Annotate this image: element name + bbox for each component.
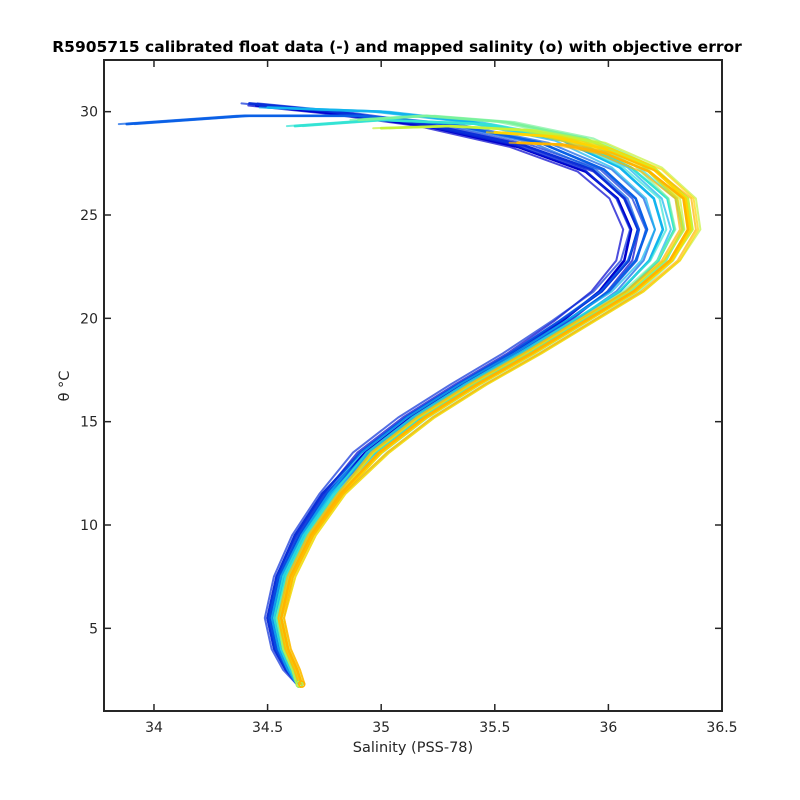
y-tick-label: 10	[80, 518, 98, 534]
series-line-8-spread-1	[277, 131, 684, 686]
x-axis-label: Salinity (PSS-78)	[353, 740, 473, 756]
series-line-9	[279, 141, 690, 686]
mapped-salinity-markers	[295, 680, 306, 688]
chart-title: R5905715 calibrated float data (-) and m…	[52, 38, 742, 56]
series-line-5-spread-1	[272, 118, 668, 686]
series-line-3-spread-1	[117, 114, 641, 686]
x-tick-label: 35	[372, 720, 390, 736]
series-line-5	[275, 118, 676, 686]
series-line-3-spread-2	[133, 114, 656, 686]
x-tick-label: 35.5	[479, 720, 510, 736]
x-tick-label: 36	[599, 720, 617, 736]
y-tick-label: 20	[80, 311, 98, 327]
series-line-5-spread-2	[278, 118, 684, 686]
series-line-4-spread-1	[258, 106, 656, 686]
y-tick-label: 15	[80, 415, 98, 431]
series-layer	[117, 102, 702, 686]
x-tick-label: 34.5	[252, 720, 283, 736]
mapped-salinity-marker	[297, 680, 306, 688]
y-axis-label: θ °C	[57, 371, 73, 402]
series-line-2-spread-1	[240, 102, 631, 686]
y-tick-label: 30	[80, 105, 98, 121]
x-tick-label: 34	[145, 720, 163, 736]
series-line-8-spread-2	[283, 131, 700, 686]
series-line-8	[279, 131, 692, 686]
y-tick-label: 5	[89, 621, 98, 637]
series-line-9-spread-1	[277, 141, 681, 686]
series-line-3	[125, 114, 649, 686]
mapped-salinity-marker	[295, 680, 304, 688]
series-line-9-spread-2	[283, 141, 697, 686]
series-line-6	[277, 114, 685, 686]
series-line-6-spread-1	[275, 114, 677, 686]
series-line-6-spread-2	[280, 114, 693, 686]
axis-ticks: 34 34.5 35 35.5 36 36.5 5 10 15 20 25 30	[80, 60, 738, 736]
y-tick-label: 25	[80, 208, 98, 224]
plot-frame	[103, 59, 723, 712]
x-tick-label: 36.5	[706, 720, 737, 736]
